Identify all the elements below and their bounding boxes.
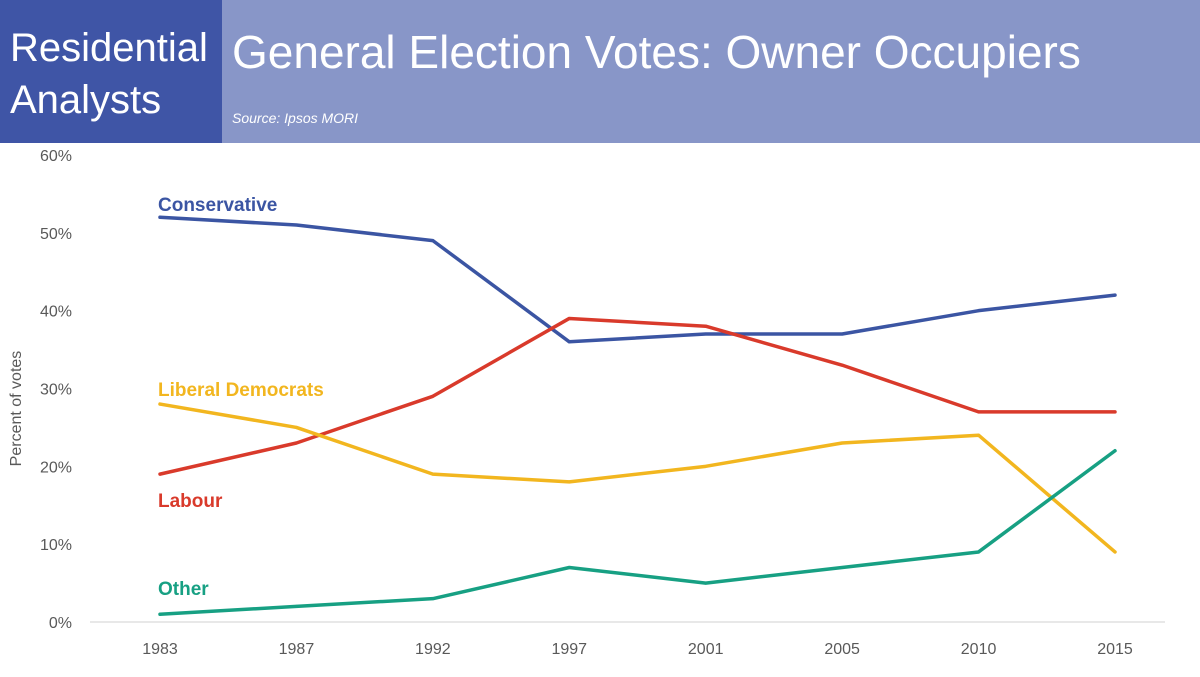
y-tick-label: 60% (40, 148, 72, 165)
data-point-conservative (1113, 293, 1117, 297)
series-label-other: Other (158, 579, 209, 600)
y-tick-label: 0% (49, 615, 72, 632)
y-tick-label: 10% (40, 537, 72, 554)
page-title: General Election Votes: Owner Occupiers (232, 26, 1081, 78)
data-point-labour (431, 394, 435, 398)
logo-line-2: Analysts (10, 78, 162, 122)
x-tick-label: 1997 (551, 641, 587, 658)
y-tick-label: 40% (40, 304, 72, 321)
series-line-liberal-democrats (158, 402, 1117, 554)
logo-line-1: Residential (10, 26, 208, 70)
data-point-labour (158, 472, 162, 476)
x-tick-label: 1983 (142, 641, 178, 658)
data-point-labour (977, 410, 981, 414)
data-point-conservative (977, 309, 981, 313)
series-label-labour: Labour (158, 491, 223, 512)
series-label-liberal-democrats: Liberal Democrats (158, 380, 324, 401)
data-point-conservative (431, 239, 435, 243)
data-point-liberal-democrats (158, 402, 162, 406)
x-tick-label: 2005 (824, 641, 860, 658)
data-point-other (840, 566, 844, 570)
data-point-liberal-democrats (294, 425, 298, 429)
x-tick-label: 2015 (1097, 641, 1133, 658)
data-point-other (977, 550, 981, 554)
source-note: Source: Ipsos MORI (232, 110, 359, 126)
y-tick-label: 20% (40, 459, 72, 476)
data-point-conservative (158, 215, 162, 219)
x-tick-label: 1992 (415, 641, 451, 658)
x-tick-label: 2001 (688, 641, 724, 658)
x-tick-label: 2010 (961, 641, 997, 658)
y-tick-label: 50% (40, 226, 72, 243)
line-chart: 0% 10% 20% 30% 40% 50% 60% 1983 1987 1992 1997 2001… (8, 148, 1165, 658)
data-point-conservative (840, 332, 844, 336)
y-axis-title: Percent of votes (8, 351, 25, 467)
data-point-labour (840, 363, 844, 367)
data-point-liberal-democrats (431, 472, 435, 476)
data-point-liberal-democrats (840, 441, 844, 445)
data-point-liberal-democrats (567, 480, 571, 484)
series-line-conservative (158, 215, 1117, 344)
data-point-liberal-democrats (704, 464, 708, 468)
data-point-liberal-democrats (1113, 550, 1117, 554)
series-label-conservative: Conservative (158, 195, 277, 216)
x-tick-label: 1987 (279, 641, 315, 658)
data-point-other (567, 566, 571, 570)
y-tick-label: 30% (40, 382, 72, 399)
data-point-labour (704, 324, 708, 328)
data-point-conservative (704, 332, 708, 336)
header-bar: Residential Analysts General Election Vo… (0, 0, 1200, 143)
data-point-conservative (567, 340, 571, 344)
series-line-other (158, 449, 1117, 616)
data-point-conservative (294, 223, 298, 227)
logo: Residential Analysts (0, 0, 222, 143)
data-point-other (704, 581, 708, 585)
data-point-other (1113, 449, 1117, 453)
data-point-other (431, 597, 435, 601)
data-point-liberal-democrats (977, 433, 981, 437)
data-point-other (294, 604, 298, 608)
data-point-other (158, 612, 162, 616)
data-point-labour (567, 316, 571, 320)
data-point-labour (1113, 410, 1117, 414)
data-point-labour (294, 441, 298, 445)
